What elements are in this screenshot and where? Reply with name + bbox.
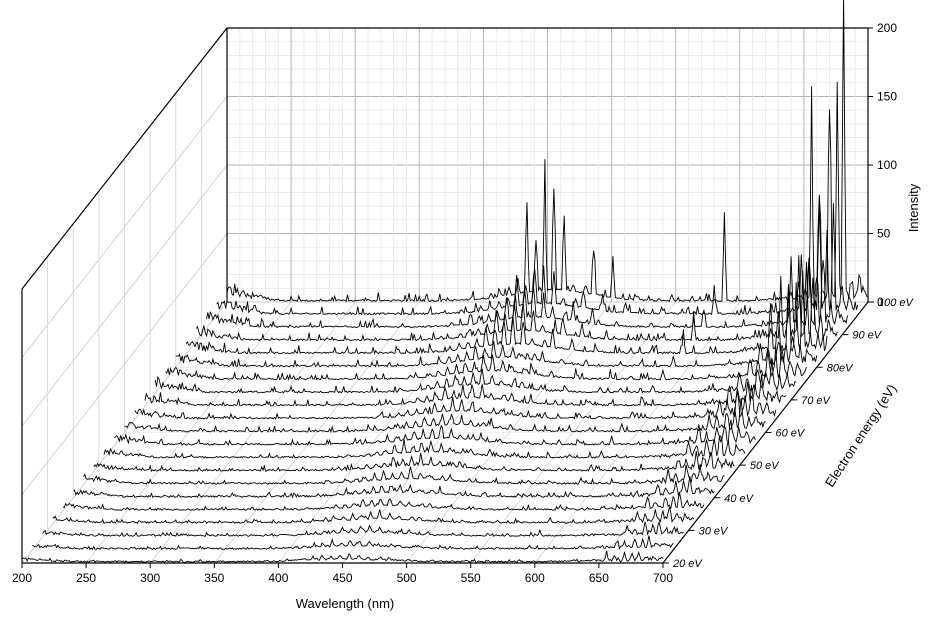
y-axis-label: Electron energy (eV) bbox=[822, 381, 900, 489]
spectrum-line-40ev bbox=[73, 476, 715, 499]
z-tick-label: 50 bbox=[877, 227, 891, 241]
x-tick-label: 250 bbox=[76, 571, 96, 585]
spectrum-line-24ev bbox=[32, 535, 674, 551]
energy-tick-label: 70 eV bbox=[801, 395, 831, 407]
spectrum-line-92ev bbox=[206, 256, 848, 329]
grid-layer bbox=[21, 27, 869, 564]
x-tick-label: 200 bbox=[12, 571, 32, 585]
x-tick-label: 700 bbox=[653, 571, 673, 585]
x-axis-label: Wavelength (nm) bbox=[296, 596, 395, 611]
spectrum-line-60ev bbox=[124, 398, 766, 434]
spectrum-line-100ev bbox=[226, 0, 869, 303]
z-tick-label: 0 bbox=[877, 295, 884, 309]
energy-tick-label: 90 eV bbox=[852, 330, 882, 342]
axis-edge bbox=[21, 27, 228, 290]
energy-tick-label: 80eV bbox=[827, 362, 854, 374]
spectrum-line-96ev bbox=[216, 202, 859, 316]
tick-layer: 200 250 300 350 400 450 500 550 600 650 700 0 50 100 1… bbox=[12, 21, 915, 585]
spectrum-line-28ev bbox=[42, 520, 684, 538]
spectrum-line-68ev bbox=[144, 374, 787, 407]
z-axis-label: Intensity bbox=[906, 183, 921, 232]
spectrum-line-36ev bbox=[62, 492, 705, 511]
x-tick-label: 350 bbox=[204, 571, 224, 585]
spectrum-line-48ev bbox=[93, 451, 736, 472]
energy-tick-label: 30 eV bbox=[699, 525, 729, 537]
energy-tick-label: 40 eV bbox=[724, 493, 754, 505]
energy-tick-label: 100 eV bbox=[878, 297, 915, 309]
x-tick-label: 450 bbox=[332, 571, 352, 585]
x-tick-label: 400 bbox=[268, 571, 288, 585]
series-layer bbox=[21, 0, 869, 564]
spectrum-line-88ev bbox=[195, 255, 838, 342]
energy-tick-label: 60 eV bbox=[776, 428, 806, 440]
spectrum-line-32ev bbox=[52, 506, 695, 524]
spectrum-line-84ev bbox=[185, 270, 828, 355]
x-tick-label: 650 bbox=[589, 571, 609, 585]
spectrum-line-76ev bbox=[165, 346, 807, 381]
spectrum-line-20ev bbox=[21, 550, 664, 564]
z-tick-label: 200 bbox=[877, 21, 897, 35]
z-tick-label: 150 bbox=[877, 90, 897, 104]
spectrum-line-72ev bbox=[154, 359, 797, 394]
energy-tick-label: 20 eV bbox=[672, 558, 703, 570]
x-tick-label: 600 bbox=[525, 571, 545, 585]
spectrum-line-80ev bbox=[175, 336, 818, 368]
x-tick-label: 300 bbox=[140, 571, 160, 585]
spectrum-line-64ev bbox=[134, 385, 777, 420]
spectrum-line-56ev bbox=[114, 419, 756, 446]
x-tick-label: 550 bbox=[461, 571, 481, 585]
spectrum-line-52ev bbox=[103, 435, 746, 459]
energy-tick-label: 50 eV bbox=[750, 460, 780, 472]
x-tick-label: 500 bbox=[397, 571, 417, 585]
spectrum-line-44ev bbox=[83, 464, 725, 485]
z-tick-label: 100 bbox=[877, 158, 897, 172]
